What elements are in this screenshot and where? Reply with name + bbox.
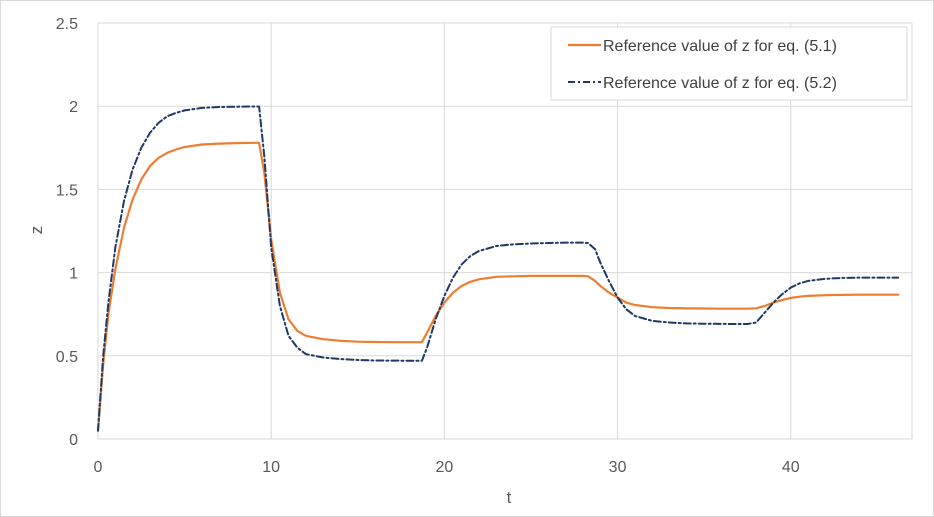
x-tick-label: 20: [435, 459, 453, 476]
legend-box: [550, 26, 908, 101]
y-tick-label: 0.5: [56, 349, 78, 366]
series-line-1: [96, 141, 900, 432]
legend-label-series-2: Reference value of z for eq. (5.2): [603, 75, 837, 92]
y-tick-label: 2.5: [56, 16, 78, 33]
series-line-2: [97, 105, 900, 432]
y-tick-label: 0: [69, 432, 78, 449]
y-tick-labels: 0 0.5 1 1.5 2 2.5: [56, 16, 78, 449]
legend: Reference value of z for eq. (5.1) Refer…: [550, 26, 908, 101]
y-tick-label: 1: [69, 266, 78, 283]
y-tick-label: 2: [69, 99, 78, 116]
x-tick-label: 10: [262, 459, 280, 476]
x-tick-label: 40: [782, 459, 800, 476]
legend-label-series-1: Reference value of z for eq. (5.1): [603, 38, 837, 55]
series-lines: [96, 105, 900, 432]
y-tick-label: 1.5: [56, 182, 78, 199]
x-axis-title: t: [507, 488, 512, 507]
x-tick-label: 0: [94, 459, 103, 476]
x-tick-labels: 0 10 20 30 40: [94, 459, 800, 476]
y-axis-title: z: [27, 226, 46, 235]
x-tick-label: 30: [609, 459, 627, 476]
